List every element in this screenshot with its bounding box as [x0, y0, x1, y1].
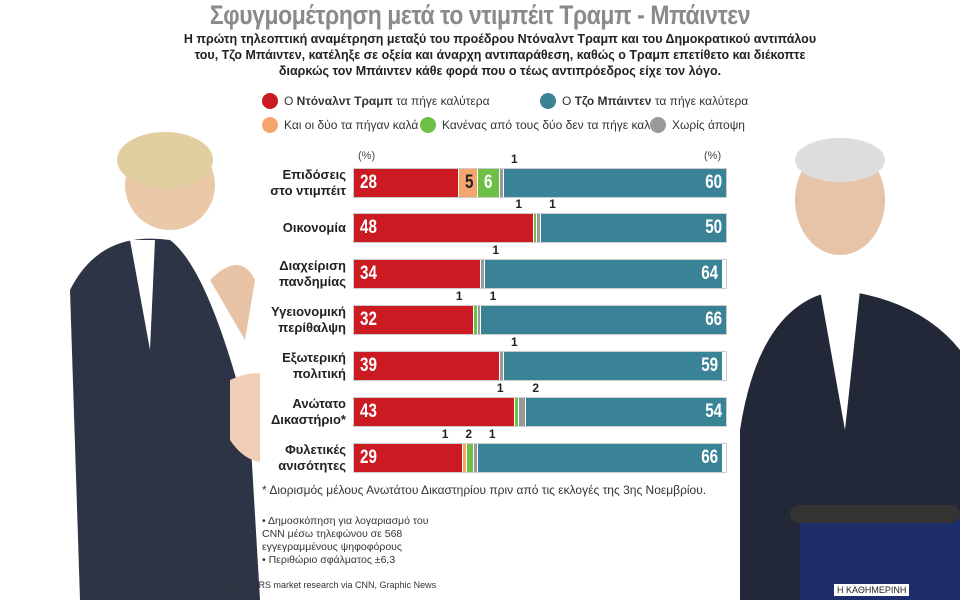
small-data-label: 1 [489, 289, 497, 303]
category-label: Φυλετικές ανισότητες [278, 442, 346, 473]
legend-swatch-noop [650, 117, 666, 133]
small-data-label: 1 [488, 427, 496, 441]
trump-photo [70, 132, 260, 600]
category-label: Ανώτατο Δικαστήριο* [270, 396, 346, 427]
small-data-label: 1 [496, 381, 504, 395]
legend-biden: Ο Τζο Μπάιντεν τα πήγε καλύτερα [540, 93, 748, 109]
data-label: 34 [360, 263, 377, 284]
bar-segment-neither [533, 214, 537, 242]
data-label: 54 [705, 401, 722, 422]
category-label: Υγειονομική περίθαλψη [270, 304, 346, 335]
bar-segment-noop [474, 444, 477, 472]
bar-segment-noop [500, 352, 503, 380]
bar-segment-noop [500, 169, 503, 197]
bar-segment-trump: 34 [354, 260, 481, 288]
unit-right: (%) [704, 150, 722, 162]
bar-segment-biden: 54 [526, 398, 726, 426]
bar-row: 48 50 [353, 213, 727, 243]
category-label: Οικονομία [282, 220, 346, 235]
small-data-label: 1 [455, 289, 463, 303]
data-label: 28 [360, 172, 377, 193]
bar-segment-both [462, 444, 466, 472]
small-data-label: 2 [465, 427, 472, 441]
bar-row: 34 64 [353, 259, 727, 289]
data-label: 60 [705, 172, 722, 193]
category-label: Επιδόσεις στο ντιμπέιτ [270, 167, 346, 198]
category-label: Διαχείριση πανδημίας [279, 258, 346, 289]
data-label: 6 [483, 172, 493, 193]
legend-swatch-trump [262, 93, 278, 109]
legend-trump: Ο Ντόναλντ Τραμπ τα πήγε καλύτερα [262, 93, 490, 109]
bar-segment-trump: 32 [354, 306, 474, 334]
bar-segment-biden: 64 [485, 260, 723, 288]
bar-segment-noop [518, 398, 526, 426]
legend-noop: Χωρίς άποψη [650, 117, 745, 133]
data-label: 32 [360, 309, 377, 330]
data-label: 29 [360, 447, 377, 468]
legend-swatch-biden [540, 93, 556, 109]
note: • Δημοσκόπηση για λογαριασμό του CNN μέσ… [262, 515, 429, 553]
small-data-label: 1 [492, 243, 500, 257]
unit-left: (%) [358, 150, 376, 162]
data-label: 39 [360, 355, 377, 376]
data-label: 43 [360, 401, 377, 422]
data-label: 48 [360, 217, 377, 238]
chart-title: Σφυγμομέτρηση μετά το ντιμπέιτ Τραμπ - Μ… [209, 0, 751, 30]
category-label: Εξωτερική πολιτική [282, 350, 346, 381]
footnote: * Διορισμός μέλους Ανωτάτου Δικαστηρίου … [262, 483, 707, 497]
bar-segment-noop [537, 214, 540, 242]
bar-row: 32 66 [353, 305, 727, 335]
small-data-label: 1 [441, 427, 449, 441]
data-label: 5 [465, 172, 474, 193]
bar-segment-neither [474, 306, 477, 334]
bar-segment-biden: 50 [541, 214, 726, 242]
bar-segment-neither [514, 398, 518, 426]
small-data-label: 1 [549, 197, 556, 211]
bar-row: 28 5 6 60 [353, 168, 727, 198]
bar-segment-biden: 66 [477, 444, 723, 472]
data-label: 50 [705, 217, 722, 238]
chart-subtitle: Η πρώτη τηλεοπτική αναμέτρηση μεταξύ του… [183, 32, 817, 78]
bar-segment-trump: 39 [354, 352, 500, 380]
bar-segment-trump: 48 [354, 214, 533, 242]
bar-segment-biden: 60 [503, 169, 726, 197]
bar-segment-trump: 28 [354, 169, 459, 197]
data-label: 66 [701, 447, 719, 468]
bar-segment-biden: 59 [503, 352, 723, 380]
bar-segment-trump: 29 [354, 444, 462, 472]
bar-segment-neither: 6 [477, 169, 500, 197]
bar-segment-noop [477, 306, 481, 334]
survey-notes: • Δημοσκόπηση για λογαριασμό του CNN μέσ… [262, 515, 442, 567]
note: • Περιθώριο σφάλματος ±6,3 [262, 554, 396, 566]
legend-swatch-neither [420, 117, 436, 133]
small-data-label: 2 [532, 381, 540, 395]
data-label: 59 [701, 355, 719, 376]
legend-neither: Κανένας από τους δύο δεν τα πήγε καλά [420, 117, 657, 133]
legend-both: Και οι δύο τα πήγαν καλά [262, 117, 418, 133]
small-data-label: 1 [515, 197, 523, 211]
bar-segment-trump: 43 [354, 398, 514, 426]
legend-swatch-both [262, 117, 278, 133]
bar-row: 43 54 [353, 397, 727, 427]
bar-row: 29 66 [353, 443, 727, 473]
bar-segment-biden: 66 [481, 306, 726, 334]
small-data-label: 1 [510, 335, 518, 349]
small-data-label: 1 [510, 152, 518, 166]
bar-segment-noop [481, 260, 485, 288]
bar-segment-both: 5 [459, 169, 477, 197]
data-label: 64 [701, 263, 719, 284]
source: ΠΗΓΕΣ: SSRS market research via CNN, Gra… [212, 580, 437, 590]
bar-segment-neither [466, 444, 474, 472]
bar-row: 39 59 [353, 351, 727, 381]
brand: Η ΚΑΘΗΜΕΡΙΝΗ [834, 584, 910, 596]
data-label: 66 [705, 309, 722, 330]
biden-photo [740, 138, 960, 600]
